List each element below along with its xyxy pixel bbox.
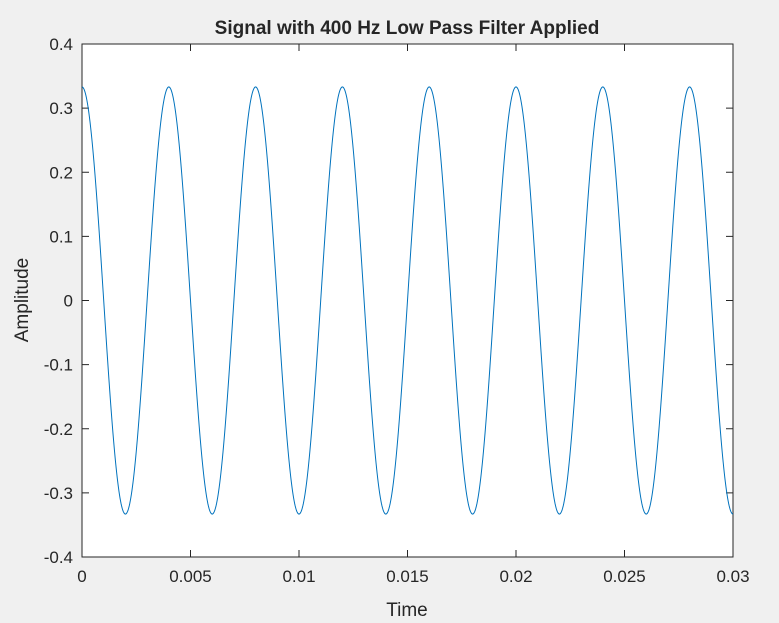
- y-tick-label: -0.3: [44, 484, 73, 503]
- y-tick-label: -0.4: [44, 548, 73, 567]
- x-tick-label: 0: [77, 567, 86, 586]
- y-axis-label: Amplitude: [12, 258, 33, 343]
- x-tick-label: 0.02: [499, 567, 532, 586]
- x-tick-label: 0.015: [386, 567, 429, 586]
- signal-series-line: [81, 86, 734, 515]
- y-tick-label: -0.1: [44, 356, 73, 375]
- chart-title: Signal with 400 Hz Low Pass Filter Appli…: [215, 18, 600, 39]
- y-tick-label: 0.2: [49, 163, 73, 182]
- y-tick-label: 0: [64, 292, 73, 311]
- y-axis-ticks: -0.4 -0.3 -0.2 -0.1 0 0.1 0.2 0.3 0.4: [44, 35, 733, 567]
- y-tick-label: 0.4: [49, 35, 73, 54]
- x-tick-label: 0.005: [169, 567, 212, 586]
- x-tick-label: 0.025: [603, 567, 646, 586]
- y-tick-label: 0.1: [49, 227, 73, 246]
- x-axis-ticks: 0 0.005 0.01 0.015 0.02 0.025 0.03: [77, 44, 750, 586]
- y-tick-label: -0.2: [44, 420, 73, 439]
- x-axis-label: Time: [386, 600, 428, 621]
- y-tick-label: 0.3: [49, 99, 73, 118]
- x-tick-label: 0.03: [716, 567, 749, 586]
- x-tick-label: 0.01: [282, 567, 315, 586]
